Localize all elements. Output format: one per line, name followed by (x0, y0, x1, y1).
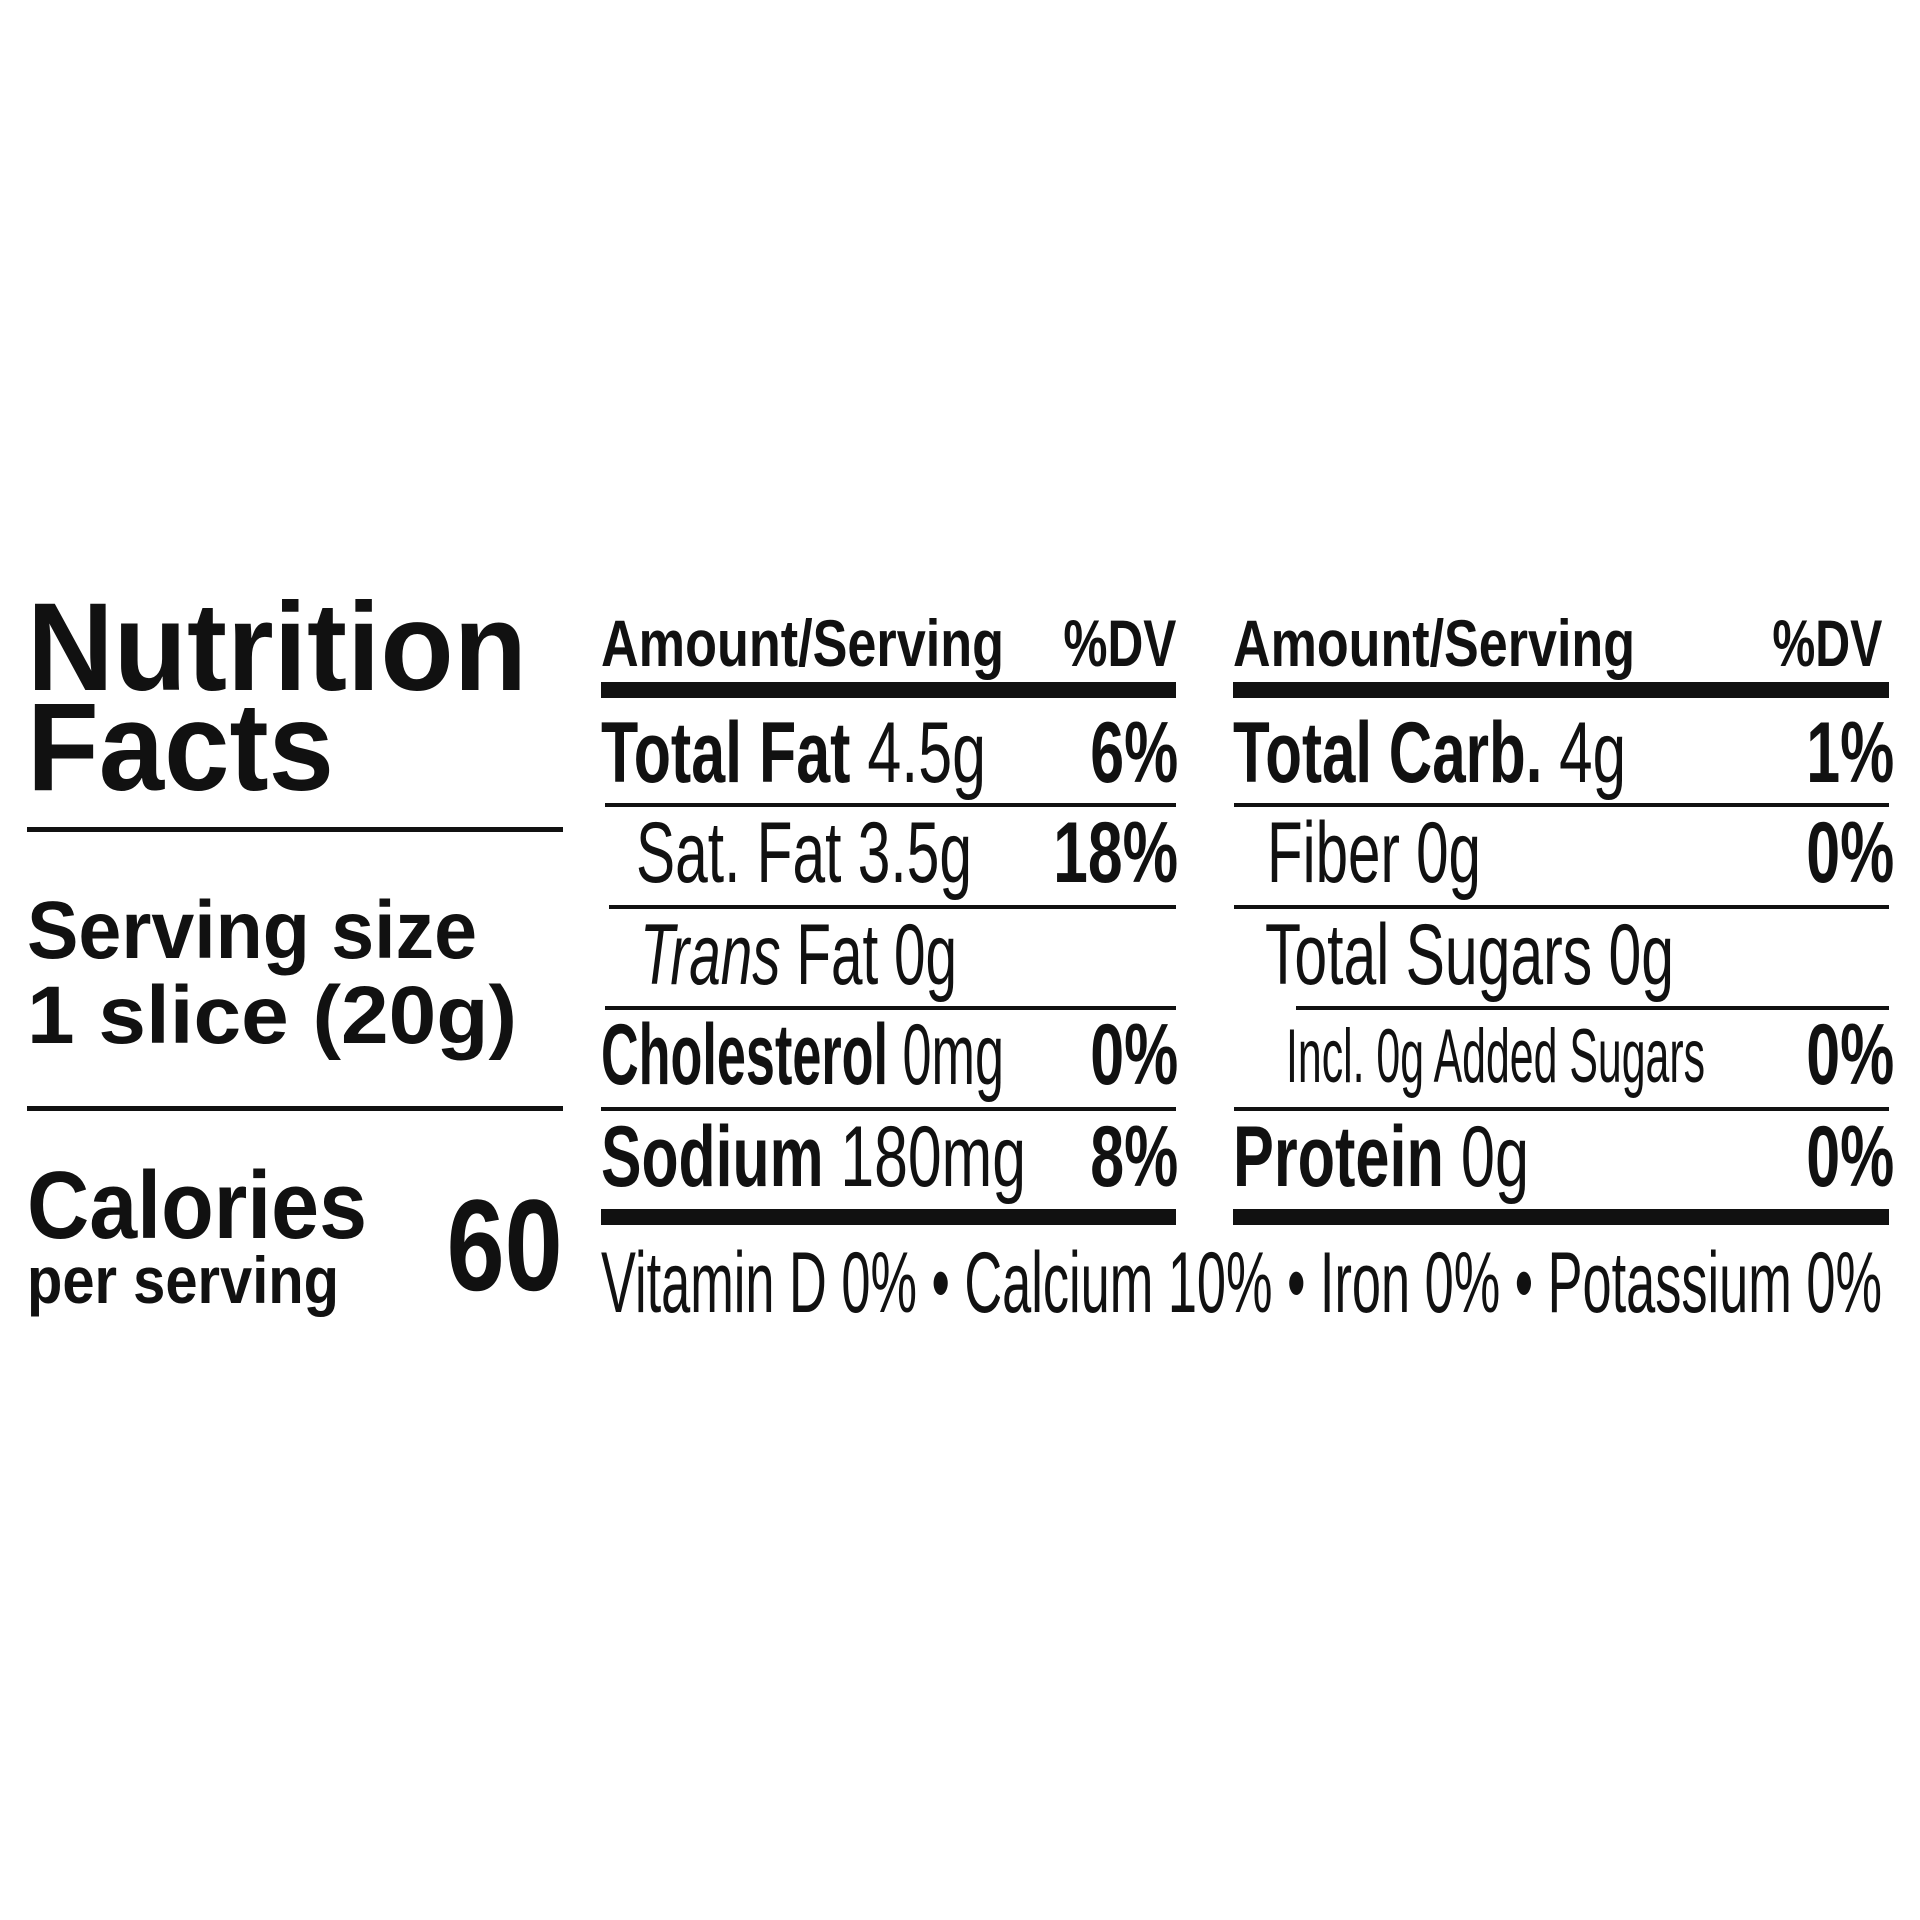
dv-text: 0% (1090, 1007, 1178, 1103)
nutrient-amount: 0mg (902, 1007, 1004, 1103)
divider (605, 1006, 1176, 1010)
row-fiber: Fiber 0g (1267, 810, 1583, 896)
nutrient-name: Fiber (1267, 805, 1400, 901)
nutrient-amount: 4g (1559, 705, 1626, 801)
dv-text: 0% (1806, 1109, 1894, 1205)
vitamins-text: Vitamin D 0% • Calcium 10% • Iron 0% • P… (601, 1235, 1882, 1331)
dv-text: 6% (1090, 705, 1178, 801)
header-dv-text: %DV (1772, 606, 1882, 680)
dv-cholesterol: 0% (1054, 1012, 1178, 1098)
row-trans-fat: Trans Fat 0g (640, 912, 1121, 998)
nutrient-name: Sat. Fat (636, 805, 842, 901)
serving-size-value: 1 slice (20g) (27, 975, 517, 1057)
row-sat-fat: Sat. Fat 3.5g (636, 810, 1128, 896)
serving-label-text: Serving size (27, 885, 477, 976)
dv-text: 0% (1806, 805, 1894, 901)
right-header-dv: %DV (1732, 610, 1882, 676)
nutrient-amount: 0g (1460, 1109, 1529, 1205)
dv-text: 8% (1090, 1109, 1178, 1205)
title-facts: Facts (27, 685, 354, 810)
dv-sat-fat: 18% (1006, 810, 1178, 896)
nutrient-amount: 0g (893, 907, 957, 1003)
divider (601, 1107, 1176, 1111)
divider (1234, 803, 1889, 807)
title-nutrition: Nutrition (27, 585, 548, 710)
dv-protein: 0% (1770, 1114, 1894, 1200)
dv-fiber: 0% (1770, 810, 1894, 896)
thick-bar (601, 1209, 1176, 1225)
divider (1296, 1006, 1889, 1010)
nutrient-amount: 3.5g (857, 805, 972, 901)
divider (27, 827, 563, 832)
header-amount-text: Amount/Serving (1233, 606, 1635, 680)
right-header-amount: Amount/Serving (1233, 610, 1743, 676)
nutrient-name: Sodium (601, 1109, 824, 1205)
nutrient-name: Total Carb. (1233, 705, 1543, 801)
nutrient-name: Total Fat (601, 705, 851, 801)
thick-bar (1233, 1209, 1889, 1225)
calories-sublabel: per serving (27, 1247, 383, 1313)
row-sodium: Sodium 180mg (601, 1114, 1203, 1200)
calories-value-text: 60 (447, 1172, 563, 1318)
nutrient-name: Cholesterol (601, 1007, 889, 1103)
dv-text: 1% (1806, 705, 1894, 801)
nutrient-name-italic: Trans (640, 907, 781, 1003)
nutrient-amount: 4.5g (867, 705, 986, 801)
nutrient-name: Protein (1233, 1109, 1444, 1205)
nutrient-amount: 0g (1608, 907, 1674, 1003)
row-added-sugars: Incl. 0g Added Sugars (1286, 1019, 1920, 1095)
left-header-amount: Amount/Serving (601, 610, 1111, 676)
row-total-fat: Total Fat 4.5g (601, 710, 1144, 796)
header-dv-text: %DV (1063, 606, 1176, 680)
calories-label: Calories (27, 1158, 406, 1254)
calories-value: 60 (418, 1180, 563, 1310)
calories-label-text: Calories (27, 1152, 367, 1259)
dv-text: 18% (1053, 805, 1178, 901)
calories-sublabel-text: per serving (27, 1243, 339, 1317)
title-line2: Facts (27, 678, 334, 817)
nutrient-amount: 180mg (840, 1109, 1026, 1205)
nutrient-name: Incl. 0g Added Sugars (1286, 1014, 1705, 1099)
row-total-carb: Total Carb. 4g (1233, 710, 1795, 796)
row-cholesterol: Cholesterol 0mg (601, 1012, 1265, 1098)
serving-size-label: Serving size (27, 890, 506, 972)
left-header-dv: %DV (1026, 610, 1176, 676)
dv-sodium: 8% (1054, 1114, 1178, 1200)
serving-value-text: 1 slice (20g) (27, 970, 517, 1061)
divider (1234, 905, 1889, 909)
dv-total-carb: 1% (1770, 710, 1894, 796)
row-protein: Protein 0g (1233, 1114, 1649, 1200)
dv-added-sugars: 0% (1770, 1012, 1894, 1098)
row-total-sugars: Total Sugars 0g (1265, 912, 1863, 998)
nutrient-amount: 0g (1416, 805, 1481, 901)
dv-text: 0% (1806, 1007, 1894, 1103)
dv-total-fat: 6% (1054, 710, 1178, 796)
thick-bar (601, 682, 1176, 698)
divider (1234, 1107, 1889, 1111)
vitamins-minerals: Vitamin D 0% • Calcium 10% • Iron 0% • P… (601, 1240, 1920, 1326)
header-amount-text: Amount/Serving (601, 606, 1004, 680)
divider (27, 1106, 563, 1111)
nutrient-name: Total Sugars (1265, 907, 1593, 1003)
divider (605, 803, 1176, 807)
thick-bar (1233, 682, 1889, 698)
nutrient-name: Fat (796, 907, 879, 1003)
title-line1: Nutrition (27, 578, 527, 717)
divider (609, 905, 1176, 909)
